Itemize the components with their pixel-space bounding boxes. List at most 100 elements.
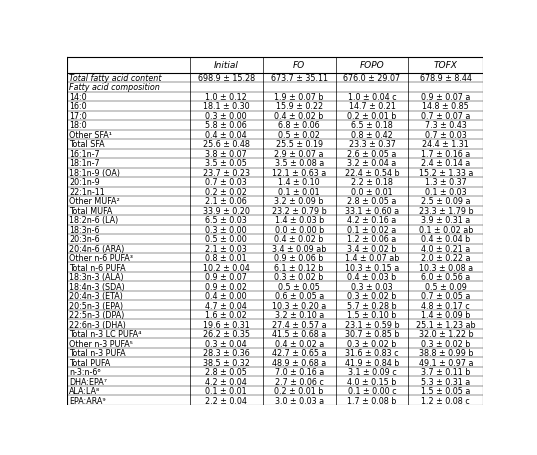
Text: 0.3 ± 0.02 b: 0.3 ± 0.02 b [347, 339, 397, 348]
Text: 4.2 ± 0.16 a: 4.2 ± 0.16 a [347, 216, 397, 225]
Text: 1.5 ± 0.05 a: 1.5 ± 0.05 a [421, 386, 470, 395]
Text: 18:1n-9 (OA): 18:1n-9 (OA) [69, 168, 120, 177]
Text: 22.4 ± 0.54 b: 22.4 ± 0.54 b [345, 168, 400, 177]
Text: Total PUFA: Total PUFA [69, 358, 111, 367]
Text: 3.0 ± 0.03 a: 3.0 ± 0.03 a [274, 396, 324, 404]
Text: 0.3 ± 0.02 b: 0.3 ± 0.02 b [347, 292, 397, 301]
Text: 0.7 ± 0.03: 0.7 ± 0.03 [425, 131, 467, 140]
Text: 0.4 ± 0.04: 0.4 ± 0.04 [206, 131, 247, 140]
Text: 26.2 ± 0.35: 26.2 ± 0.35 [203, 329, 250, 339]
Text: 10.3 ± 0.08 a: 10.3 ± 0.08 a [419, 263, 473, 272]
Text: 48.9 ± 0.68 a: 48.9 ± 0.68 a [272, 358, 326, 367]
Text: 5.8 ± 0.06: 5.8 ± 0.06 [206, 121, 247, 130]
Text: Total SFA: Total SFA [69, 140, 105, 149]
Text: 0.1 ± 0.01: 0.1 ± 0.01 [206, 386, 247, 395]
Text: 0.4 ± 0.02 a: 0.4 ± 0.02 a [274, 339, 324, 348]
Text: 0.7 ± 0.07 a: 0.7 ± 0.07 a [421, 111, 470, 121]
Text: 0.3 ± 0.02 b: 0.3 ± 0.02 b [421, 339, 470, 348]
Text: 2.2 ± 0.04: 2.2 ± 0.04 [205, 396, 247, 404]
Text: 0.2 ± 0.02: 0.2 ± 0.02 [205, 187, 247, 197]
Text: 1.2 ± 0.08 c: 1.2 ± 0.08 c [422, 396, 470, 404]
Text: 41.5 ± 0.68 a: 41.5 ± 0.68 a [272, 329, 326, 339]
Text: 0.1 ± 0.02 ab: 0.1 ± 0.02 ab [419, 225, 473, 234]
Text: 23.3 ± 0.37: 23.3 ± 0.37 [349, 140, 395, 149]
Text: 3.1 ± 0.09 c: 3.1 ± 0.09 c [347, 367, 396, 376]
Text: Fatty acid composition: Fatty acid composition [69, 83, 160, 92]
Text: 0.4 ± 0.03 b: 0.4 ± 0.03 b [347, 273, 397, 282]
Text: 6.5 ± 0.03: 6.5 ± 0.03 [206, 216, 247, 225]
Text: 2.5 ± 0.09 a: 2.5 ± 0.09 a [421, 197, 470, 206]
Text: 0.3 ± 0.00: 0.3 ± 0.00 [206, 111, 247, 121]
Text: Other MUFA²: Other MUFA² [69, 197, 120, 206]
Text: 23.3 ± 1.79 b: 23.3 ± 1.79 b [418, 206, 473, 215]
Text: 1.4 ± 0.07 ab: 1.4 ± 0.07 ab [345, 254, 399, 263]
Text: FOPO: FOPO [360, 61, 384, 71]
Text: FO: FO [293, 61, 305, 71]
Text: 25.6 ± 0.48: 25.6 ± 0.48 [203, 140, 250, 149]
Text: 0.9 ± 0.07 a: 0.9 ± 0.07 a [421, 93, 470, 101]
Text: 18:0: 18:0 [69, 121, 87, 130]
Text: 6.8 ± 0.06: 6.8 ± 0.06 [278, 121, 320, 130]
Text: 1.6 ± 0.02: 1.6 ± 0.02 [206, 310, 247, 319]
Text: 4.2 ± 0.04: 4.2 ± 0.04 [206, 377, 247, 386]
Text: 23.1 ± 0.59 b: 23.1 ± 0.59 b [345, 320, 400, 329]
Text: 0.2 ± 0.01 b: 0.2 ± 0.01 b [347, 111, 397, 121]
Text: 22:1n-11: 22:1n-11 [69, 187, 105, 197]
Text: EPA:ARA⁹: EPA:ARA⁹ [69, 396, 106, 404]
Text: 0.1 ± 0.02 a: 0.1 ± 0.02 a [347, 225, 397, 234]
Text: 2.8 ± 0.05 a: 2.8 ± 0.05 a [347, 197, 397, 206]
Text: 6.5 ± 0.18: 6.5 ± 0.18 [351, 121, 393, 130]
Text: 1.4 ± 0.10: 1.4 ± 0.10 [278, 178, 320, 187]
Text: 49.1 ± 0.97 a: 49.1 ± 0.97 a [419, 358, 473, 367]
Text: 20:4n-6 (ARA): 20:4n-6 (ARA) [69, 244, 125, 253]
Text: 33.9 ± 0.20: 33.9 ± 0.20 [203, 206, 250, 215]
Text: 2.0 ± 0.22 a: 2.0 ± 0.22 a [421, 254, 470, 263]
Text: 18:3n-6: 18:3n-6 [69, 225, 100, 234]
Text: 38.8 ± 0.99 b: 38.8 ± 0.99 b [419, 349, 473, 357]
Text: 12.1 ± 0.63 a: 12.1 ± 0.63 a [272, 168, 326, 177]
Text: 1.9 ± 0.07 b: 1.9 ± 0.07 b [274, 93, 324, 101]
Text: 0.2 ± 0.01 b: 0.2 ± 0.01 b [274, 386, 324, 395]
Text: 7.0 ± 0.16 a: 7.0 ± 0.16 a [274, 367, 324, 376]
Text: 22:6n-3 (DHA): 22:6n-3 (DHA) [69, 320, 126, 329]
Text: 16:1n-7: 16:1n-7 [69, 150, 100, 158]
Text: 1.3 ± 0.37: 1.3 ± 0.37 [425, 178, 467, 187]
Text: 0.5 ± 0.05: 0.5 ± 0.05 [278, 282, 320, 291]
Text: 698.9 ± 15.28: 698.9 ± 15.28 [198, 74, 255, 83]
Text: 2.8 ± 0.05: 2.8 ± 0.05 [205, 367, 247, 376]
Text: 6.0 ± 0.56 a: 6.0 ± 0.56 a [421, 273, 470, 282]
Text: 0.1 ± 0.00 c: 0.1 ± 0.00 c [347, 386, 396, 395]
Text: 3.5 ± 0.08 a: 3.5 ± 0.08 a [274, 159, 324, 168]
Text: 3.2 ± 0.09 b: 3.2 ± 0.09 b [274, 197, 324, 206]
Text: 0.0 ± 0.01: 0.0 ± 0.01 [351, 187, 393, 197]
Text: 14.8 ± 0.85: 14.8 ± 0.85 [423, 102, 469, 111]
Text: 38.5 ± 0.32: 38.5 ± 0.32 [203, 358, 250, 367]
Text: 0.5 ± 0.02: 0.5 ± 0.02 [278, 131, 320, 140]
Text: 676.0 ± 29.07: 676.0 ± 29.07 [343, 74, 401, 83]
Text: 15.2 ± 1.33 a: 15.2 ± 1.33 a [419, 168, 473, 177]
Text: 10.3 ± 0.15 a: 10.3 ± 0.15 a [345, 263, 399, 272]
Text: 19.6 ± 0.31: 19.6 ± 0.31 [203, 320, 250, 329]
Text: 0.4 ± 0.02 b: 0.4 ± 0.02 b [274, 111, 324, 121]
Text: 1.5 ± 0.10 b: 1.5 ± 0.10 b [347, 310, 397, 319]
Text: 20:5n-3 (EPA): 20:5n-3 (EPA) [69, 301, 124, 310]
Text: 31.6 ± 0.83 c: 31.6 ± 0.83 c [345, 349, 399, 357]
Text: Other SFA¹: Other SFA¹ [69, 131, 112, 140]
Text: 678.9 ± 8.44: 678.9 ± 8.44 [420, 74, 472, 83]
Text: 0.9 ± 0.02: 0.9 ± 0.02 [205, 282, 247, 291]
Text: Total n-3 PUFA: Total n-3 PUFA [69, 349, 126, 357]
Text: Initial: Initial [214, 61, 239, 71]
Text: 2.6 ± 0.05 a: 2.6 ± 0.05 a [347, 150, 397, 158]
Text: 0.7 ± 0.03: 0.7 ± 0.03 [206, 178, 247, 187]
Text: 2.4 ± 0.14 a: 2.4 ± 0.14 a [421, 159, 470, 168]
Text: 4.0 ± 0.21 a: 4.0 ± 0.21 a [421, 244, 470, 253]
Text: 0.5 ± 0.09: 0.5 ± 0.09 [425, 282, 467, 291]
Text: 2.1 ± 0.06: 2.1 ± 0.06 [206, 197, 247, 206]
Text: 1.0 ± 0.04 c: 1.0 ± 0.04 c [347, 93, 396, 101]
Text: 0.9 ± 0.06 b: 0.9 ± 0.06 b [274, 254, 324, 263]
Text: 30.7 ± 0.85 b: 30.7 ± 0.85 b [345, 329, 399, 339]
Text: DHA:EPA⁷: DHA:EPA⁷ [69, 377, 107, 386]
Text: 0.1 ± 0.01: 0.1 ± 0.01 [278, 187, 320, 197]
Text: 20:1n-9: 20:1n-9 [69, 178, 100, 187]
Text: 27.4 ± 0.57 a: 27.4 ± 0.57 a [272, 320, 326, 329]
